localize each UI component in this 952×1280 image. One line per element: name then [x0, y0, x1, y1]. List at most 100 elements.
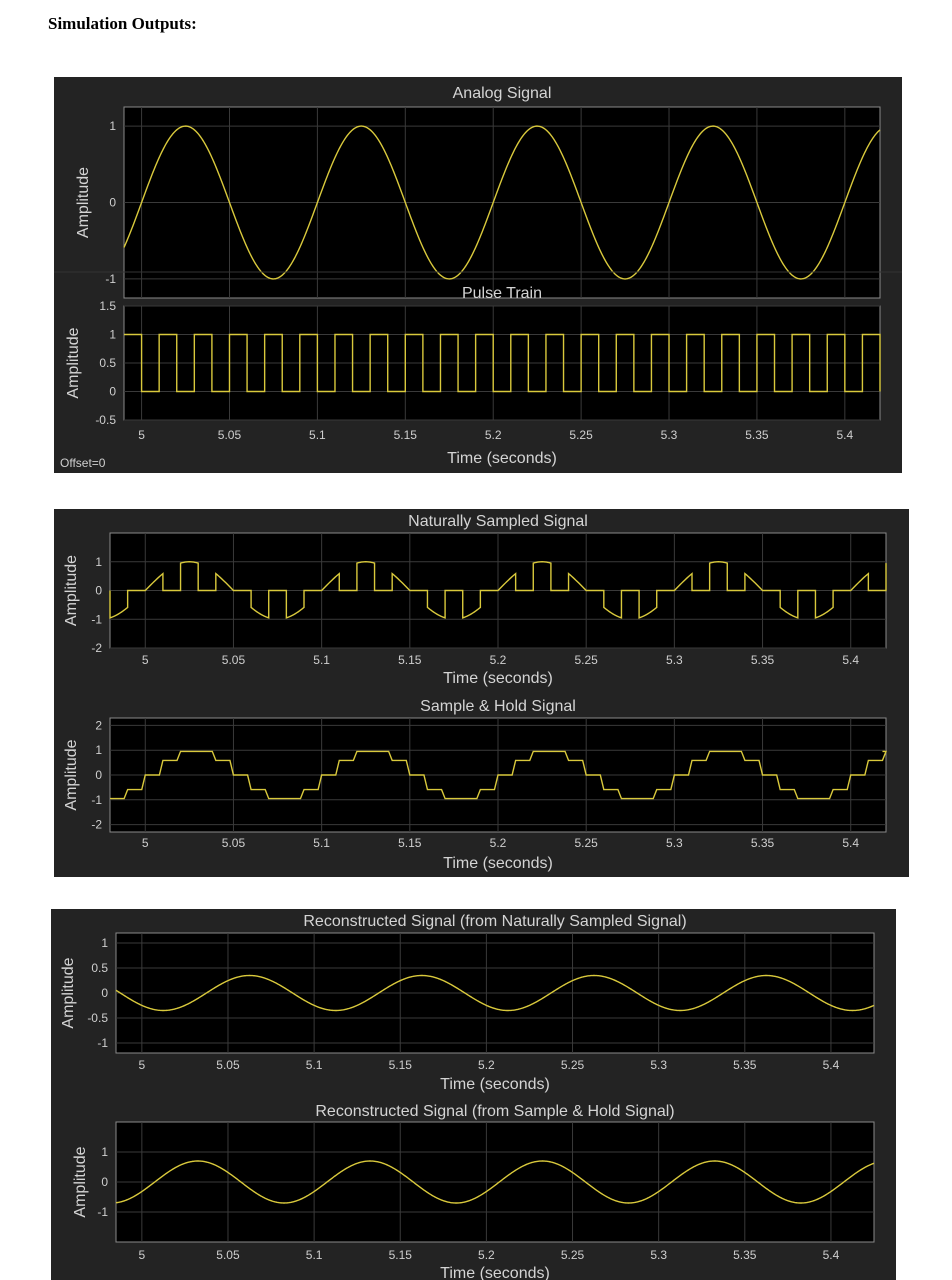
chart-4: 5 5.05 5.1 5.15 5.2 5.25 5.3 5.35 5.4 -1 -0.5 0 0.5 1…	[60, 913, 875, 1093]
x-axis-label: Time (seconds)	[440, 1076, 550, 1093]
x-tick-label: 5.3	[650, 1248, 667, 1262]
x-tick-label: 5.4	[842, 836, 859, 850]
plot-title: Naturally Sampled Signal	[408, 513, 588, 530]
x-tick-label: 5.4	[836, 428, 853, 442]
x-tick-label: 5.15	[389, 1058, 413, 1072]
y-tick-label: 0	[95, 584, 102, 598]
y-tick-label: 0	[109, 196, 116, 210]
y-axis-label: Amplitude	[65, 327, 82, 398]
x-tick-label: 5.1	[313, 653, 330, 667]
y-tick-label: 2	[95, 718, 102, 732]
x-tick-label: 5.25	[561, 1058, 585, 1072]
chart-5: 5 5.05 5.1 5.15 5.2 5.25 5.3 5.35 5.4 -1 0 1 Reconst…	[72, 1103, 875, 1280]
x-tick-label: 5.3	[650, 1058, 667, 1072]
x-tick-label: 5.2	[478, 1248, 495, 1262]
plot-title: Reconstructed Signal (from Naturally Sam…	[303, 913, 686, 930]
x-tick-label: 5.2	[478, 1058, 495, 1072]
y-tick-label: -0.5	[95, 413, 116, 427]
y-axis-label: Amplitude	[75, 167, 92, 238]
signal-trace	[123, 125, 881, 280]
signal-trace	[110, 750, 888, 800]
x-tick-label: 5.25	[569, 428, 593, 442]
y-tick-label: 1.5	[99, 299, 116, 313]
y-tick-label: -1	[105, 272, 116, 286]
x-tick-label: 5.25	[575, 653, 599, 667]
x-tick-label: 5.1	[306, 1058, 323, 1072]
y-tick-label: 0	[95, 768, 102, 782]
scope-panel-analog-pulse: 5 5.05 5.1 5.15 5.2 5.25 5.3 5.35 5.4 -1 0 1 Analog …	[54, 77, 902, 473]
y-tick-label: -1	[91, 612, 102, 626]
x-tick-label: 5.05	[216, 1058, 240, 1072]
y-tick-label: 0.5	[99, 356, 116, 370]
x-tick-label: 5.35	[751, 653, 775, 667]
x-tick-label: 5.2	[490, 653, 507, 667]
signal-trace	[109, 561, 887, 619]
plot-title: Analog Signal	[453, 85, 552, 102]
x-axis-label: Time (seconds)	[440, 1265, 550, 1280]
x-tick-label: 5.15	[389, 1248, 413, 1262]
y-tick-label: -1	[91, 793, 102, 807]
y-tick-label: 1	[109, 328, 116, 342]
x-axis-label: Time (seconds)	[443, 670, 553, 687]
y-axis-label: Amplitude	[72, 1146, 89, 1217]
x-tick-label: 5.15	[398, 653, 422, 667]
x-tick-label: 5.4	[823, 1248, 840, 1262]
x-tick-label: 5.35	[751, 836, 775, 850]
x-tick-label: 5.4	[823, 1058, 840, 1072]
y-tick-label: 0	[101, 1175, 108, 1189]
y-axis-label: Amplitude	[60, 957, 77, 1028]
x-tick-label: 5	[138, 1058, 145, 1072]
x-tick-label: 5.05	[218, 428, 242, 442]
chart-2: 5 5.05 5.1 5.15 5.2 5.25 5.3 5.35 5.4 -2 -1 0 1 Natur…	[63, 513, 887, 687]
x-tick-label: 5.3	[666, 653, 683, 667]
y-tick-label: 1	[95, 743, 102, 757]
y-tick-label: -2	[91, 641, 102, 655]
plot-title: Reconstructed Signal (from Sample & Hold…	[315, 1103, 674, 1120]
x-tick-label: 5.05	[222, 653, 246, 667]
scope-svg-sampled: 5 5.05 5.1 5.15 5.2 5.25 5.3 5.35 5.4 -2 -1 0 1 Natur…	[63, 513, 888, 872]
x-tick-label: 5.35	[745, 428, 769, 442]
x-tick-label: 5	[138, 428, 145, 442]
scope-panel-sampled: 5 5.05 5.1 5.15 5.2 5.25 5.3 5.35 5.4 -2 -1 0 1 Natur…	[54, 509, 909, 877]
y-tick-label: 0.5	[91, 961, 108, 975]
y-tick-label: 0	[101, 986, 108, 1000]
page-heading: Simulation Outputs:	[48, 14, 197, 33]
y-tick-label: -2	[91, 818, 102, 832]
x-tick-label: 5.05	[222, 836, 246, 850]
x-tick-label: 5	[142, 653, 149, 667]
x-tick-label: 5.4	[842, 653, 859, 667]
y-tick-label: 1	[109, 119, 116, 133]
x-tick-label: 5	[138, 1248, 145, 1262]
x-tick-label: 5.1	[306, 1248, 323, 1262]
chart-1: 5 5.05 5.1 5.15 5.2 5.25 5.3 5.35 5.4 -0.5 0 0.5 1 1.…	[60, 285, 881, 470]
x-tick-label: 5.35	[733, 1248, 757, 1262]
signal-trace	[115, 974, 875, 1012]
scope-svg-reconstructed: 5 5.05 5.1 5.15 5.2 5.25 5.3 5.35 5.4-1-0.500.51…	[60, 913, 875, 1280]
y-tick-label: -1	[97, 1205, 108, 1219]
y-tick-label: 1	[101, 1145, 108, 1159]
scope-panel-reconstructed: 5 5.05 5.1 5.15 5.2 5.25 5.3 5.35 5.4 -1 -0.5 0 0.5 1…	[51, 909, 896, 1280]
x-tick-label: 5.3	[661, 428, 678, 442]
y-tick-label: 0	[109, 385, 116, 399]
x-tick-label: 5.15	[398, 836, 422, 850]
scope-svg-analog-pulse: 5 5.05 5.1 5.15 5.2 5.25 5.3 5.35 5.4 -1 0 1 Analog …	[54, 85, 902, 470]
x-tick-label: 5.25	[561, 1248, 585, 1262]
x-axis-label: Time (seconds)	[447, 450, 557, 467]
offset-annotation: Offset=0	[60, 456, 106, 470]
x-tick-label: 5.1	[313, 836, 330, 850]
x-tick-label: 5.3	[666, 836, 683, 850]
x-axis-label: Time (seconds)	[443, 855, 553, 872]
y-tick-label: 1	[101, 936, 108, 950]
x-tick-label: 5.1	[309, 428, 326, 442]
plot-title: Sample & Hold Signal	[420, 698, 576, 715]
y-tick-label: 1	[95, 555, 102, 569]
y-axis-label: Amplitude	[63, 555, 80, 626]
signal-trace	[115, 1160, 875, 1204]
chart-3: 5 5.05 5.1 5.15 5.2 5.25 5.3 5.35 5.4 -2 -1 0 1 2 Samp…	[63, 698, 888, 872]
signal-trace	[124, 333, 881, 393]
x-tick-label: 5.2	[485, 428, 502, 442]
x-tick-label: 5.2	[490, 836, 507, 850]
x-tick-label: 5.15	[394, 428, 418, 442]
x-tick-label: 5.35	[733, 1058, 757, 1072]
y-tick-label: -0.5	[87, 1011, 108, 1025]
